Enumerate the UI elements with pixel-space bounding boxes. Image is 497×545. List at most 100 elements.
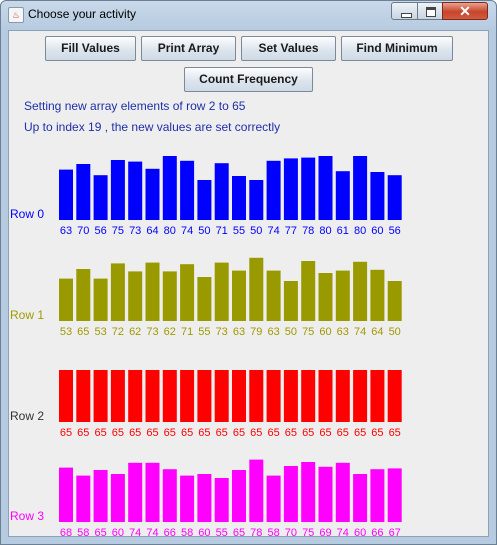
print-array-button[interactable]: Print Array: [141, 36, 236, 61]
value-label-row3-index12: 58: [267, 527, 279, 536]
value-label-row0-index16: 61: [337, 225, 349, 237]
value-label-row2-index1: 65: [77, 427, 89, 439]
bar-row0-index11: [249, 180, 264, 220]
java-app-icon: ♨: [8, 7, 24, 23]
value-label-row0-index11: 50: [250, 225, 262, 237]
bar-row1-index1: [76, 269, 91, 321]
value-label-row2-index0: 65: [60, 427, 72, 439]
bar-row3-index17: [353, 474, 368, 522]
value-label-row3-index2: 65: [94, 527, 106, 536]
value-label-row0-index6: 80: [164, 225, 176, 237]
value-label-row1-index18: 64: [371, 326, 383, 338]
value-label-row2-index4: 65: [129, 427, 141, 439]
bar-row3-index16: [335, 462, 350, 522]
close-button[interactable]: ✕: [442, 2, 488, 20]
bar-row2-index3: [110, 370, 125, 422]
value-label-row1-index15: 60: [319, 326, 331, 338]
value-label-row2-index7: 65: [181, 427, 193, 439]
value-label-row2-index14: 65: [302, 427, 314, 439]
value-label-row1-index17: 74: [354, 326, 366, 338]
bar-row3-index8: [197, 474, 212, 522]
value-label-row2-index17: 65: [354, 427, 366, 439]
bar-row1-index14: [301, 261, 316, 321]
bar-row1-index6: [162, 271, 177, 321]
bar-row1-index17: [353, 261, 368, 321]
value-label-row3-index3: 60: [112, 527, 124, 536]
value-label-row3-index13: 70: [285, 527, 297, 536]
status-message-2: Up to index 19 , the new values are set …: [24, 120, 281, 134]
bar-row3-index19: [387, 468, 402, 522]
value-label-row2-index15: 65: [319, 427, 331, 439]
bar-row0-index15: [318, 156, 333, 220]
value-label-row3-index10: 65: [233, 527, 245, 536]
value-label-row3-index6: 66: [164, 527, 176, 536]
value-label-row0-index9: 71: [216, 225, 228, 237]
bar-row0-index5: [145, 168, 160, 220]
value-label-row0-index15: 80: [319, 225, 331, 237]
close-icon: ✕: [459, 3, 471, 19]
bar-row0-index3: [110, 160, 125, 220]
bar-row2-index9: [214, 370, 229, 422]
bar-row2-index0: [59, 370, 73, 422]
bar-row1-index19: [387, 281, 402, 321]
value-label-row3-index11: 78: [250, 527, 262, 536]
bar-row0-index0: [59, 169, 73, 220]
value-label-row1-index2: 53: [94, 326, 106, 338]
value-label-row2-index2: 65: [94, 427, 106, 439]
bar-row3-index7: [180, 475, 195, 522]
value-label-row1-index1: 65: [77, 326, 89, 338]
bar-row1-index2: [93, 278, 108, 321]
bar-row0-index14: [301, 157, 316, 220]
bar-row0-index4: [128, 161, 143, 220]
set-values-button[interactable]: Set Values: [241, 36, 336, 61]
bar-row3-index9: [214, 478, 229, 522]
bar-row3-index15: [318, 466, 333, 522]
value-label-row3-index9: 55: [216, 527, 228, 536]
bar-row3-index11: [249, 459, 264, 522]
bar-row0-index19: [387, 175, 402, 220]
bar-row2-index2: [93, 370, 108, 422]
fill-values-button[interactable]: Fill Values: [45, 36, 136, 61]
value-label-row2-index10: 65: [233, 427, 245, 439]
row-label-2: Row 2: [10, 409, 44, 423]
bar-row1-index10: [232, 270, 246, 321]
value-label-row1-index16: 63: [337, 326, 349, 338]
bar-row0-index12: [266, 160, 281, 220]
bar-row2-index12: [266, 370, 281, 422]
bar-row2-index8: [197, 370, 212, 422]
title-bar[interactable]: ♨ Choose your activity ✕: [1, 1, 496, 29]
bar-row3-index13: [283, 466, 298, 522]
bar-row1-index9: [214, 262, 229, 321]
maximize-button[interactable]: [417, 2, 443, 20]
bar-row2-index5: [145, 370, 160, 422]
value-label-row1-index5: 73: [146, 326, 158, 338]
bar-row0-index2: [93, 175, 108, 220]
value-label-row3-index0: 68: [60, 527, 72, 536]
row-label-3: Row 3: [10, 509, 44, 523]
value-label-row1-index14: 75: [302, 326, 314, 338]
row-label-0: Row 0: [10, 207, 44, 221]
value-label-row0-index5: 64: [146, 225, 158, 237]
value-label-row2-index19: 65: [389, 427, 401, 439]
count-frequency-button[interactable]: Count Frequency: [184, 67, 313, 92]
value-label-row0-index1: 70: [77, 225, 89, 237]
value-label-row0-index18: 60: [371, 225, 383, 237]
find-minimum-button[interactable]: Find Minimum: [341, 36, 453, 61]
value-label-row2-index18: 65: [371, 427, 383, 439]
value-label-row3-index19: 67: [389, 527, 401, 536]
bar-row0-index9: [214, 163, 229, 220]
value-label-row3-index1: 58: [77, 527, 89, 536]
status-message-1: Setting new array elements of row 2 to 6…: [24, 99, 246, 113]
bar-row1-index15: [318, 273, 333, 321]
bar-row2-index19: [387, 370, 402, 422]
bar-row3-index1: [76, 475, 91, 522]
bar-row3-index2: [93, 470, 108, 522]
minimize-button[interactable]: [391, 2, 418, 20]
bar-row0-index1: [76, 164, 91, 220]
value-label-row1-index0: 53: [60, 326, 72, 338]
value-label-row1-index8: 55: [198, 326, 210, 338]
value-label-row0-index10: 55: [233, 225, 245, 237]
value-label-row1-index9: 73: [216, 326, 228, 338]
value-label-row3-index8: 60: [198, 527, 210, 536]
value-label-row2-index5: 65: [146, 427, 158, 439]
